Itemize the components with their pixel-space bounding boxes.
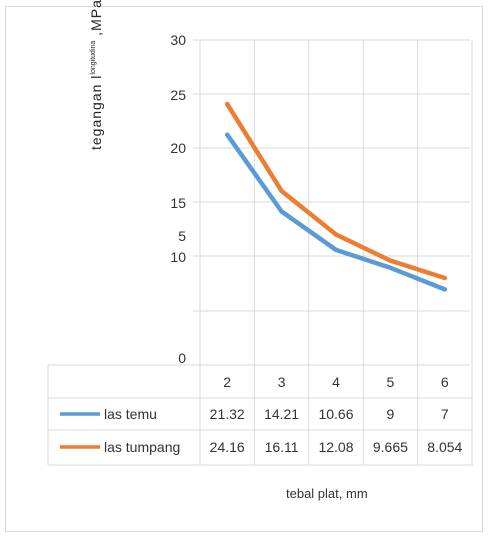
- data-point: [225, 132, 230, 137]
- y-axis-label-symbol: l: [88, 74, 104, 79]
- y-tick-label: 15: [170, 195, 186, 211]
- data-table-value: 8.054: [427, 439, 462, 455]
- x-tick-label: 2: [223, 374, 231, 390]
- y-tick-label: 30: [170, 32, 186, 48]
- chart-grid: [193, 39, 473, 465]
- y-axis-label-unit: ,MPa: [88, 0, 104, 36]
- x-tick-label: 3: [278, 374, 286, 390]
- data-table-value: 24.16: [210, 439, 245, 455]
- data-table: [47, 364, 473, 466]
- data-table-value: 12.08: [318, 439, 353, 455]
- data-point: [333, 247, 339, 253]
- data-table-value: 16.11: [265, 439, 299, 455]
- x-tick-label: 6: [441, 374, 449, 390]
- x-tick-label: 4: [332, 374, 340, 390]
- data-point: [333, 232, 339, 237]
- data-point: [225, 101, 230, 107]
- data-point: [279, 209, 284, 214]
- y-tick-label: 25: [170, 87, 186, 103]
- data-table-value: 14.21: [264, 406, 299, 422]
- data-table-value: 9: [387, 406, 395, 422]
- legend-label: las temu: [104, 406, 157, 422]
- series-lines: [224, 101, 448, 292]
- data-point: [442, 275, 447, 281]
- x-axis-label: tebal plat, mm: [286, 486, 368, 501]
- data-point: [279, 188, 284, 194]
- legend-label: las tumpang: [104, 439, 180, 455]
- data-table-value: 9.665: [373, 439, 408, 455]
- x-tick-labels: 2 3 4 5 6: [223, 374, 449, 390]
- data-table-value: 21.32: [210, 406, 245, 422]
- data-point: [388, 265, 393, 270]
- data-table-value: 7: [441, 406, 449, 422]
- y-axis-label-subscript: longitudina: [90, 40, 97, 75]
- data-table-values: 21.32 14.21 10.66 9 7 24.16 16.11 12.08 9.665 8.0…: [210, 406, 463, 455]
- legend: las temu las tumpang: [60, 406, 180, 455]
- data-point: [442, 287, 447, 292]
- y-tick-label: 20: [170, 140, 186, 156]
- y-tick-label: 10: [170, 249, 186, 265]
- data-table-value: 10.66: [318, 406, 353, 422]
- y-axis-label: tegangan llongitudina ,MPa: [88, 0, 104, 150]
- y-tick-label: 0: [178, 350, 186, 366]
- y-axis-label-main: tegangan: [88, 83, 104, 150]
- chart-frame: [5, 6, 483, 532]
- y-tick-labels: 30 25 20 15 5 10 0: [170, 32, 186, 366]
- data-point: [388, 258, 393, 263]
- y-tick-label: 5: [178, 228, 186, 244]
- x-tick-label: 5: [387, 374, 395, 390]
